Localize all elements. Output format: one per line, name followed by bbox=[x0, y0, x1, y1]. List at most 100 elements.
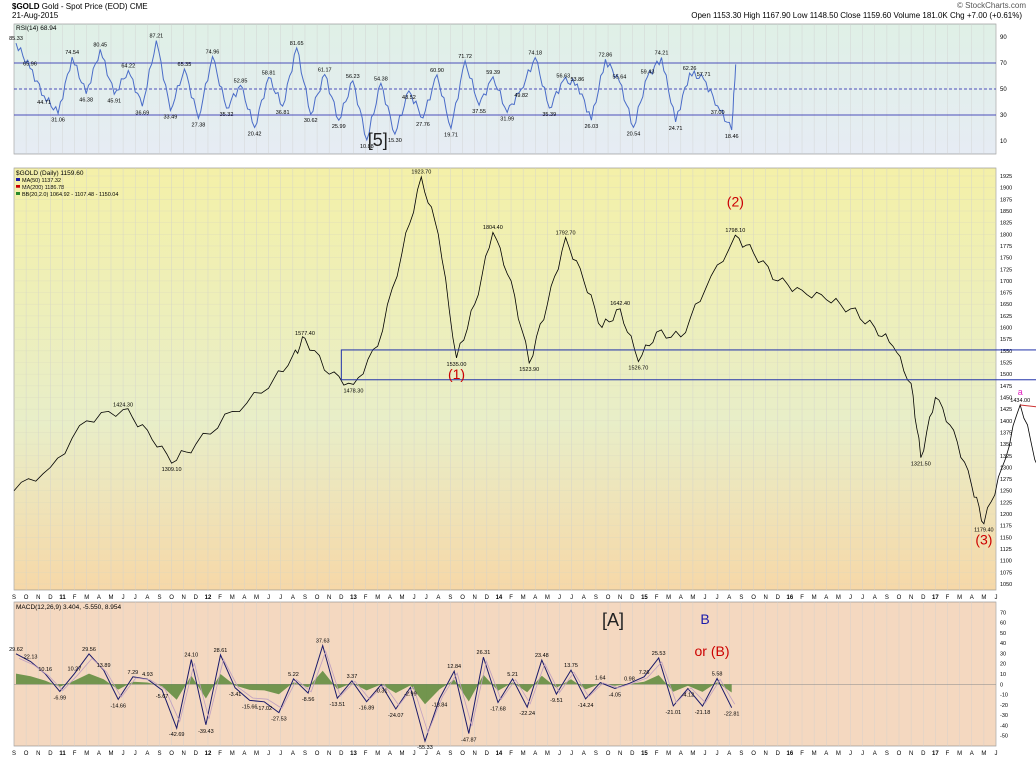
rsi-value-label: 27.76 bbox=[416, 122, 430, 128]
x-tick-label: 16 bbox=[787, 595, 794, 601]
price-y-tick: 1475 bbox=[1000, 384, 1012, 390]
x-tick-label: J bbox=[704, 595, 707, 601]
x-tick-label: O bbox=[606, 751, 611, 757]
x-tick-label: M bbox=[84, 595, 89, 601]
price-y-tick: 1575 bbox=[1000, 337, 1012, 343]
macd-value-label: -0.31 bbox=[375, 689, 388, 695]
x-tick-label: A bbox=[436, 595, 440, 601]
x-tick-label: 15 bbox=[641, 595, 648, 601]
x-tick-label: A bbox=[291, 751, 295, 757]
x-tick-label: M bbox=[957, 751, 962, 757]
macd-value-label: -14.24 bbox=[578, 703, 594, 709]
x-tick-label: J bbox=[849, 595, 852, 601]
macd-value-label: 4.93 bbox=[142, 672, 153, 678]
x-tick-label: A bbox=[436, 751, 440, 757]
x-tick-label: D bbox=[776, 751, 781, 757]
x-tick-label: D bbox=[48, 751, 53, 757]
x-tick-label: 11 bbox=[59, 595, 66, 601]
x-tick-label: J bbox=[849, 751, 852, 757]
price-y-tick: 1150 bbox=[1000, 535, 1012, 541]
rsi-value-label: 46.38 bbox=[79, 98, 93, 104]
x-tick-label: M bbox=[399, 751, 404, 757]
x-tick-label: O bbox=[897, 751, 902, 757]
rsi-value-label: 20.42 bbox=[248, 131, 262, 137]
price-value-label: 1923.70 bbox=[411, 170, 431, 176]
wave-label: (3) bbox=[975, 531, 992, 547]
macd-value-label: -27.53 bbox=[271, 717, 287, 723]
x-tick-label: J bbox=[995, 751, 998, 757]
x-tick-label: M bbox=[521, 595, 526, 601]
x-tick-label: A bbox=[97, 751, 101, 757]
rsi-value-label: 54.38 bbox=[374, 76, 388, 82]
rsi-value-label: 74.54 bbox=[65, 50, 79, 56]
macd-y-tick: 40 bbox=[1000, 641, 1006, 647]
x-tick-label: M bbox=[981, 595, 986, 601]
rsi-value-label: 59.43 bbox=[641, 70, 655, 76]
macd-value-label: -13.84 bbox=[432, 703, 448, 709]
x-tick-label: 16 bbox=[787, 751, 794, 757]
legend-swatch bbox=[16, 192, 20, 195]
chart-date: 21-Aug-2015 bbox=[12, 11, 59, 20]
ticker-exchange: CME bbox=[129, 2, 148, 11]
price-value-label: 1424.30 bbox=[113, 402, 133, 408]
x-tick-label: J bbox=[716, 595, 719, 601]
legend-swatch bbox=[16, 178, 20, 181]
macd-value-label: 5.22 bbox=[288, 672, 299, 678]
x-tick-label: M bbox=[230, 595, 235, 601]
rsi-value-label: 56.23 bbox=[346, 74, 360, 80]
x-tick-label: S bbox=[12, 595, 16, 601]
x-tick-label: S bbox=[739, 595, 743, 601]
x-tick-label: O bbox=[460, 595, 465, 601]
x-tick-label: N bbox=[618, 751, 622, 757]
rsi-value-label: 15.30 bbox=[388, 138, 402, 144]
rsi-value-label: 81.65 bbox=[290, 41, 304, 47]
price-y-tick: 1925 bbox=[1000, 174, 1012, 180]
x-tick-label: O bbox=[315, 751, 320, 757]
macd-y-tick: 20 bbox=[1000, 662, 1006, 668]
x-tick-label: N bbox=[327, 595, 331, 601]
x-tick-label: F bbox=[364, 595, 368, 601]
x-tick-label: N bbox=[182, 595, 186, 601]
x-tick-label: O bbox=[460, 751, 465, 757]
x-tick-label: M bbox=[836, 751, 841, 757]
price-value-label: 1535.00 bbox=[447, 362, 467, 368]
price-value-label: 1179.40 bbox=[974, 528, 993, 534]
macd-value-label: -17.68 bbox=[490, 706, 506, 712]
x-tick-label: N bbox=[36, 751, 40, 757]
x-tick-label: J bbox=[279, 751, 282, 757]
rsi-value-label: 85.33 bbox=[9, 36, 23, 42]
macd-value-label: 1.64 bbox=[595, 676, 606, 682]
wave-label: [5] bbox=[368, 130, 388, 150]
rsi-value-label: 31.99 bbox=[500, 116, 514, 122]
ticker-name: Gold - Spot Price (EOD) bbox=[41, 2, 128, 11]
macd-value-label: 12.84 bbox=[447, 664, 461, 670]
price-y-tick: 1625 bbox=[1000, 314, 1012, 320]
legend-entry: MA(50) 1137.32 bbox=[22, 178, 61, 184]
x-tick-label: A bbox=[97, 595, 101, 601]
x-tick-label: M bbox=[666, 751, 671, 757]
x-tick-label: S bbox=[594, 595, 598, 601]
rsi-value-label: 59.39 bbox=[486, 70, 500, 76]
x-tick-label: N bbox=[327, 751, 331, 757]
x-tick-label: D bbox=[194, 751, 199, 757]
macd-value-label: -4.12 bbox=[682, 693, 695, 699]
macd-value-label: 25.53 bbox=[652, 651, 666, 657]
x-tick-label: N bbox=[618, 595, 622, 601]
x-tick-label: O bbox=[751, 751, 756, 757]
rsi-value-label: 37.00 bbox=[711, 110, 725, 116]
x-tick-label: 13 bbox=[350, 751, 357, 757]
x-tick-label: M bbox=[836, 595, 841, 601]
macd-y-tick: 0 bbox=[1000, 682, 1003, 688]
x-tick-label: J bbox=[425, 595, 428, 601]
rsi-value-label: 19.71 bbox=[444, 132, 458, 138]
macd-value-label: -9.51 bbox=[550, 698, 563, 704]
x-tick-label: N bbox=[763, 751, 767, 757]
x-tick-label: O bbox=[24, 595, 29, 601]
rsi-value-label: 30.62 bbox=[304, 118, 318, 124]
x-tick-label: M bbox=[254, 751, 259, 757]
x-tick-label: S bbox=[157, 595, 161, 601]
wave-label: (1) bbox=[448, 366, 465, 382]
x-tick-label: J bbox=[134, 595, 137, 601]
macd-value-label: -15.66 bbox=[242, 704, 258, 710]
x-tick-label: A bbox=[242, 595, 246, 601]
